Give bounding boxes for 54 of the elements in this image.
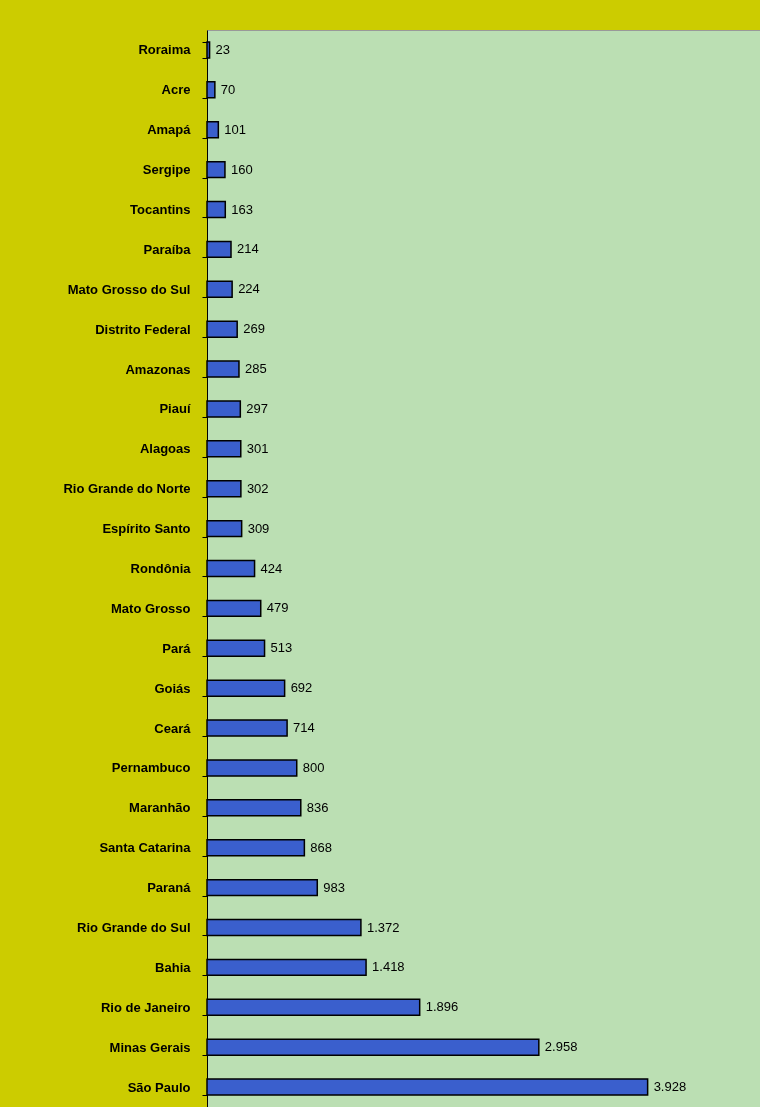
y-tick-label: Paraíba: [143, 241, 192, 257]
y-tick-label: Sergipe: [142, 162, 191, 178]
y-tick-label: Maranhão: [129, 800, 191, 816]
y-tick-label: Distrito Federal: [95, 321, 191, 337]
y-tick-label: Goiás: [154, 680, 191, 696]
data-label: 302: [246, 480, 269, 496]
data-label: 1.372: [366, 919, 400, 935]
data-label: 309: [247, 520, 270, 536]
data-label: 224: [238, 281, 260, 297]
data-label: 800: [302, 759, 325, 775]
y-tick-label: Piauí: [159, 401, 191, 417]
data-label: 163: [231, 201, 253, 217]
data-label: 692: [290, 680, 313, 696]
data-label: 513: [270, 640, 293, 656]
data-label: 23: [215, 41, 231, 57]
data-label: 1.896: [425, 999, 459, 1015]
y-tick-label: Acre: [161, 82, 191, 98]
y-tick-label: Ceará: [154, 720, 192, 736]
y-tick-label: Amazonas: [125, 361, 191, 377]
y-tick-label: São Paulo: [127, 1079, 191, 1095]
y-tick-label: Tocantins: [130, 202, 191, 217]
y-tick-label: Rio Grande do Norte: [63, 481, 191, 497]
data-label: 424: [260, 560, 283, 576]
data-label: 297: [246, 400, 269, 416]
y-tick-label: Alagoas: [139, 441, 191, 457]
y-tick-label: Paraná: [147, 880, 192, 896]
y-tick-label: Amapá: [147, 122, 192, 138]
data-label: 214: [237, 241, 259, 257]
y-tick-label: Rio de Janeiro: [100, 999, 191, 1015]
y-tick-label: Pernambuco: [111, 760, 191, 776]
data-label: 285: [244, 361, 267, 377]
data-label: 160: [230, 161, 253, 177]
y-tick-label: Roraima: [138, 42, 192, 58]
data-label: 868: [310, 839, 333, 855]
y-tick-label: Rondônia: [130, 561, 192, 576]
data-label: 101: [224, 121, 247, 137]
y-tick-label: Espírito Santo: [102, 521, 191, 537]
data-label: 269: [243, 321, 265, 337]
data-label: 2.958: [544, 1039, 578, 1055]
data-label: 836: [306, 799, 329, 815]
data-label: 983: [323, 879, 345, 895]
y-tick-label: Santa Catarina: [99, 840, 192, 856]
y-tick-label: Pará: [162, 640, 192, 656]
y-tick-label: Mato Grosso: [111, 600, 191, 616]
data-label: 3.928: [653, 1079, 687, 1095]
y-tick-label: Bahia: [155, 959, 192, 975]
data-label: 479: [266, 600, 289, 616]
data-label: 1.418: [372, 959, 405, 975]
data-label: 714: [293, 720, 315, 736]
y-tick-label: Mato Grosso do Sul: [67, 281, 191, 297]
data-label: 301: [246, 440, 269, 456]
data-label: 70: [220, 81, 236, 97]
y-tick-label: Rio Grande do Sul: [77, 920, 191, 935]
y-tick-label: Minas Gerais: [109, 1039, 191, 1055]
